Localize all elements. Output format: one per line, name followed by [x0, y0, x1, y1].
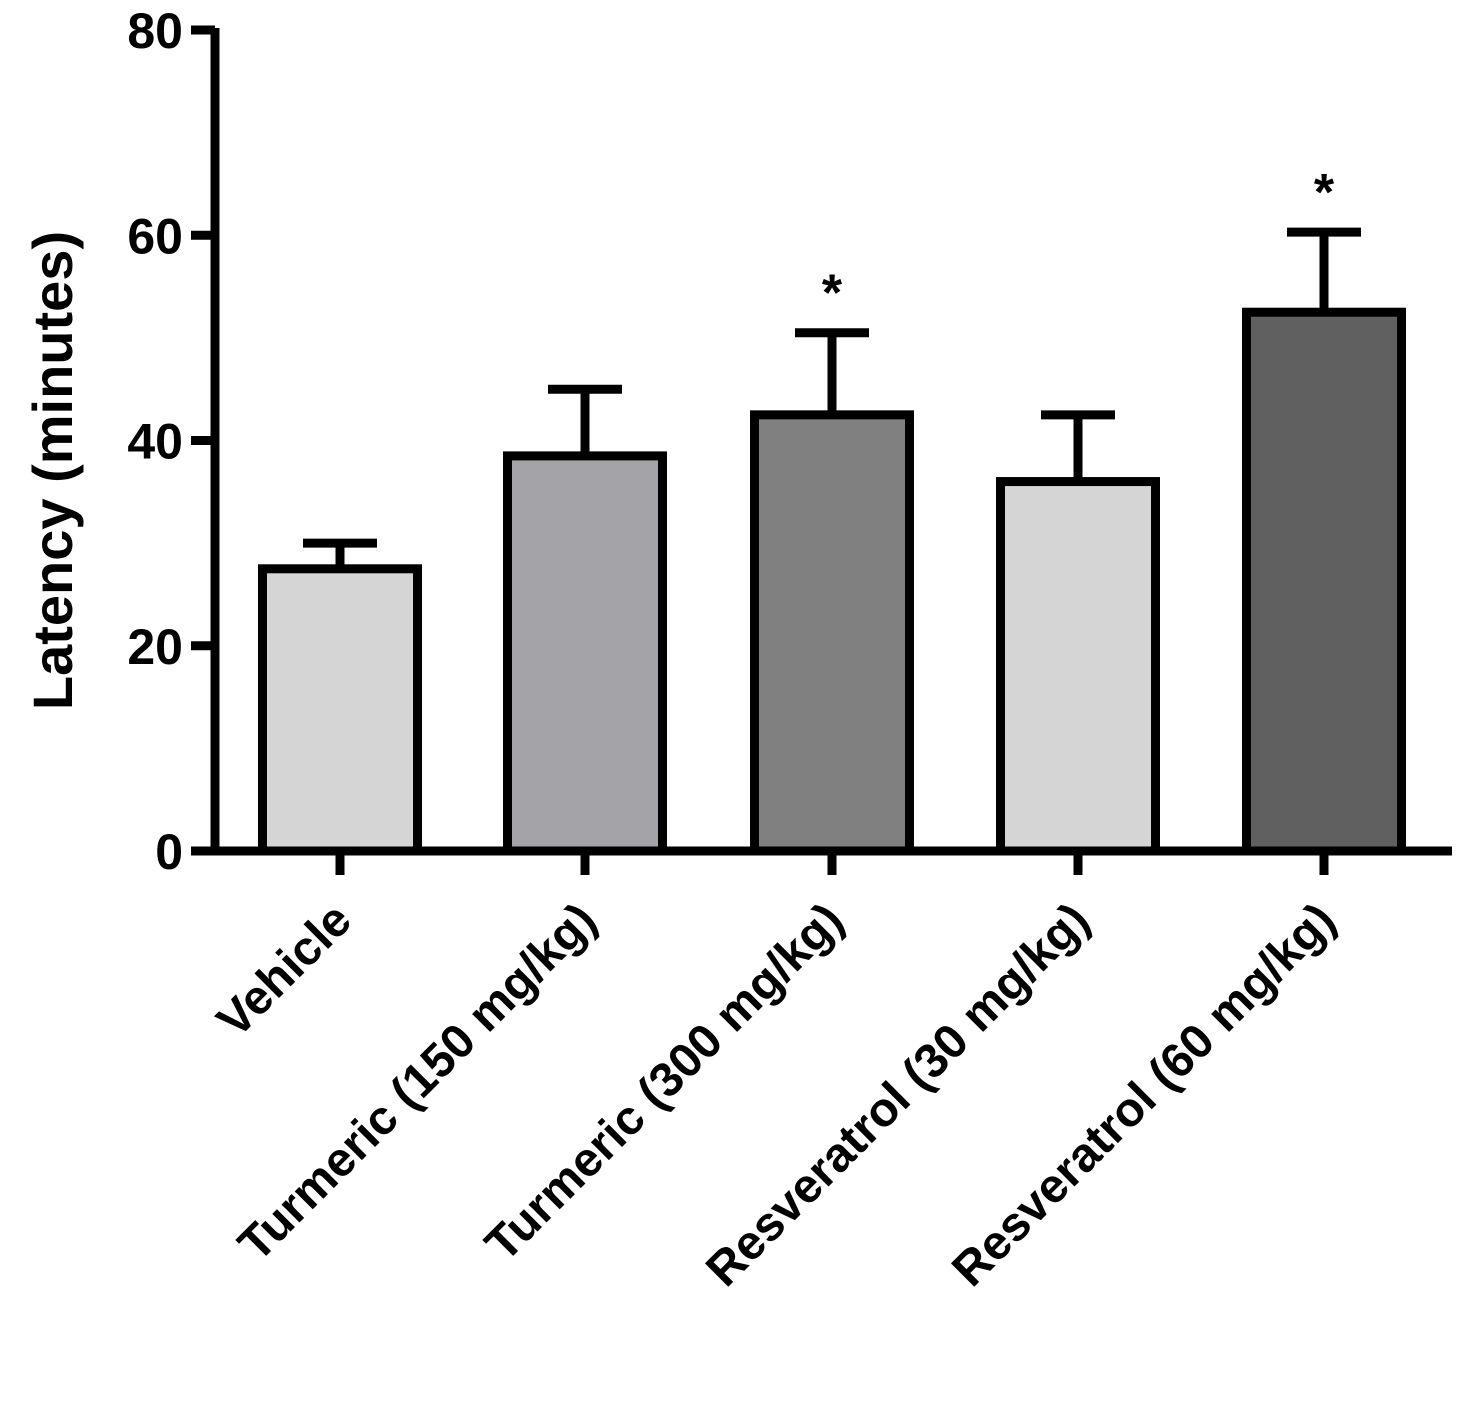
- y-tick-label: 20: [127, 619, 183, 675]
- bar: [503, 451, 667, 856]
- significance-marker: *: [1314, 164, 1335, 222]
- bar: [996, 477, 1160, 856]
- bars: **: [258, 164, 1406, 856]
- bar: [750, 410, 914, 856]
- y-tick-label: 40: [127, 414, 183, 470]
- y-axis: 0 20 40 60 80: [127, 3, 220, 880]
- y-axis-title: Latency (minutes): [21, 231, 84, 710]
- bar: [1242, 307, 1406, 856]
- y-tick-label: 0: [155, 824, 183, 880]
- significance-marker: *: [822, 265, 843, 323]
- x-tick-label: Vehicle: [207, 893, 361, 1047]
- y-tick-label: 60: [127, 208, 183, 264]
- y-tick-label: 80: [127, 3, 183, 59]
- bar: [258, 564, 422, 856]
